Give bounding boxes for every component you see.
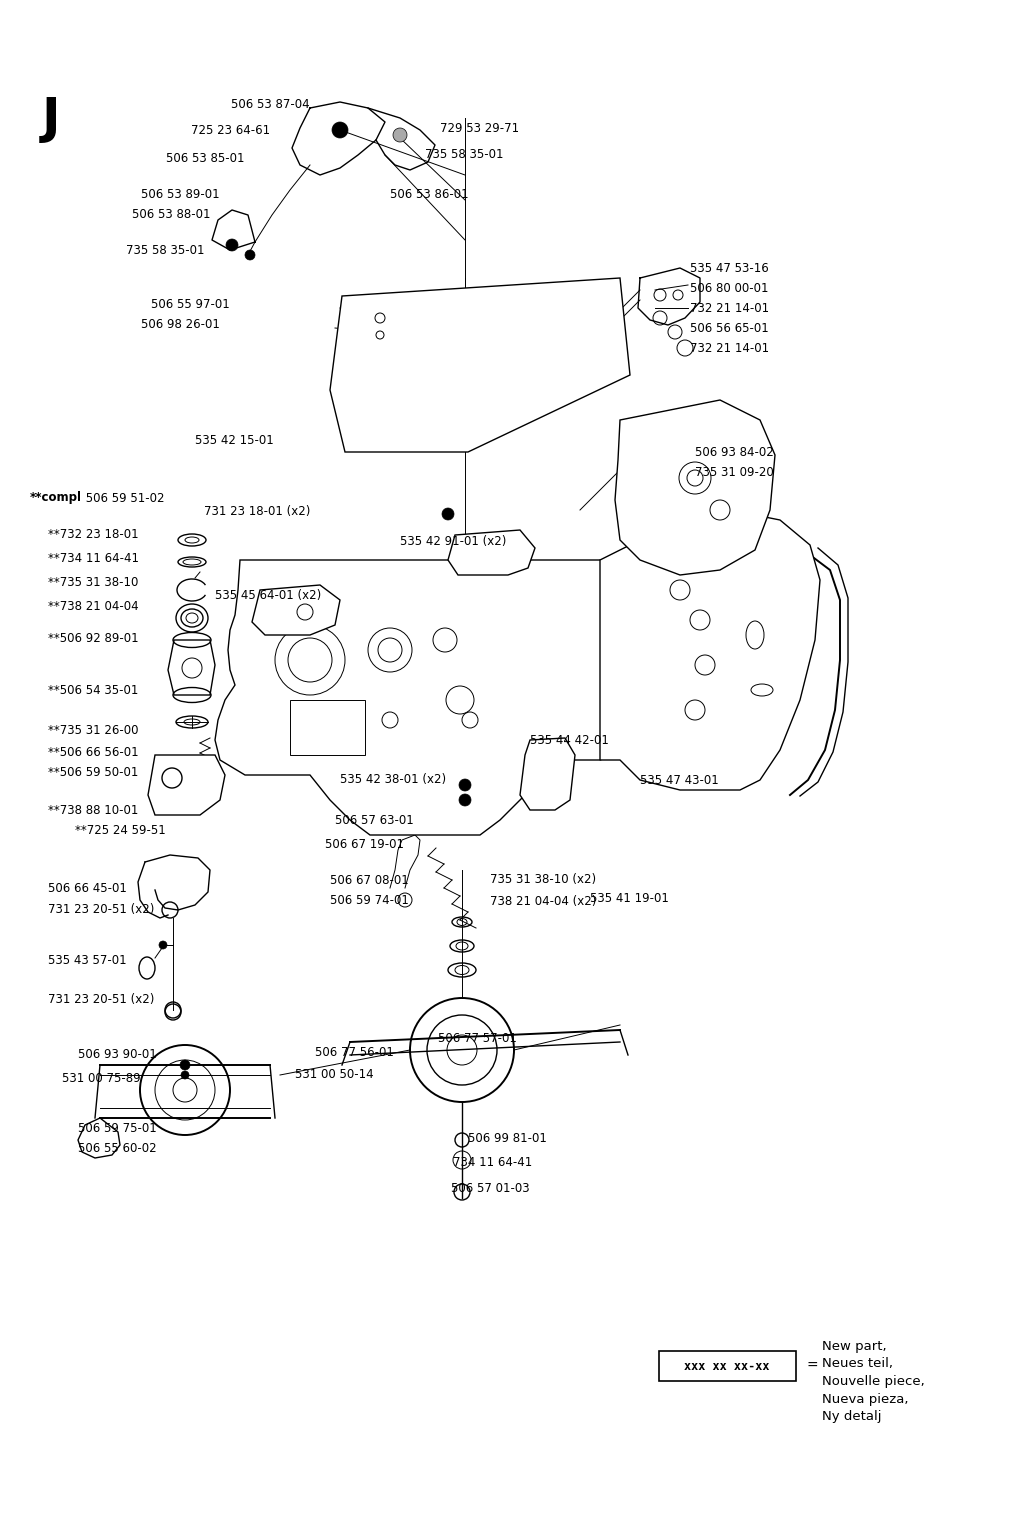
Circle shape: [180, 1061, 190, 1070]
Text: **735 31 38-10: **735 31 38-10: [48, 576, 138, 588]
Text: =: =: [807, 1358, 818, 1372]
Text: 506 53 86-01: 506 53 86-01: [390, 189, 469, 201]
Text: 506 59 51-02: 506 59 51-02: [82, 491, 165, 505]
Text: 535 44 42-01: 535 44 42-01: [530, 734, 609, 746]
Text: 506 57 01-03: 506 57 01-03: [451, 1182, 529, 1194]
Text: 506 56 65-01: 506 56 65-01: [690, 321, 769, 335]
Text: 735 58 35-01: 735 58 35-01: [425, 149, 504, 161]
Text: 735 58 35-01: 735 58 35-01: [127, 244, 205, 256]
Text: **compl: **compl: [30, 491, 82, 505]
Text: 735 31 09-20: 735 31 09-20: [695, 467, 774, 479]
Text: 506 99 81-01: 506 99 81-01: [468, 1131, 547, 1145]
Text: 535 43 57-01: 535 43 57-01: [48, 953, 127, 967]
Text: **506 66 56-01: **506 66 56-01: [48, 746, 138, 758]
Text: **738 21 04-04: **738 21 04-04: [48, 600, 138, 612]
Text: 506 55 60-02: 506 55 60-02: [78, 1142, 157, 1154]
Text: 506 53 89-01: 506 53 89-01: [141, 189, 220, 201]
Circle shape: [459, 778, 471, 791]
Text: 506 59 74-01: 506 59 74-01: [330, 893, 409, 907]
Text: 506 59 75-01: 506 59 75-01: [78, 1122, 157, 1134]
Text: 535 42 15-01: 535 42 15-01: [195, 433, 273, 447]
Polygon shape: [252, 585, 340, 635]
Text: 729 53 29-71: 729 53 29-71: [440, 121, 519, 135]
Text: 506 93 90-01: 506 93 90-01: [78, 1048, 157, 1062]
Text: **725 24 59-51: **725 24 59-51: [75, 823, 166, 837]
Text: **734 11 64-41: **734 11 64-41: [48, 551, 139, 565]
Text: 531 00 50-14: 531 00 50-14: [295, 1068, 374, 1082]
Polygon shape: [168, 640, 215, 695]
Text: xxx xx xx-xx: xxx xx xx-xx: [684, 1360, 770, 1372]
Polygon shape: [330, 278, 630, 451]
Text: 732 21 14-01: 732 21 14-01: [690, 341, 769, 355]
Text: 535 47 43-01: 535 47 43-01: [640, 774, 719, 786]
Circle shape: [442, 508, 454, 520]
Text: 731 23 20-51 (x2): 731 23 20-51 (x2): [48, 993, 155, 1007]
Text: **732 23 18-01: **732 23 18-01: [48, 528, 138, 542]
Text: 732 21 14-01: 732 21 14-01: [690, 301, 769, 315]
Circle shape: [181, 1071, 189, 1079]
Text: 506 57 63-01: 506 57 63-01: [335, 814, 414, 826]
Text: New part,
Neues teil,
Nouvelle piece,
Nueva pieza,
Ny detalj: New part, Neues teil, Nouvelle piece, Nu…: [822, 1340, 925, 1423]
Text: **735 31 26-00: **735 31 26-00: [48, 723, 138, 737]
Text: 506 53 85-01: 506 53 85-01: [167, 152, 245, 164]
Polygon shape: [290, 700, 365, 755]
Text: **506 59 50-01: **506 59 50-01: [48, 766, 138, 780]
Text: 535 45 64-01 (x2): 535 45 64-01 (x2): [215, 588, 322, 602]
Text: 735 31 38-10 (x2): 735 31 38-10 (x2): [490, 873, 596, 887]
Text: 731 23 20-51 (x2): 731 23 20-51 (x2): [48, 904, 155, 916]
Circle shape: [159, 941, 167, 949]
Text: 506 77 56-01: 506 77 56-01: [315, 1045, 394, 1059]
Circle shape: [459, 794, 471, 806]
Text: 506 67 08-01: 506 67 08-01: [330, 873, 409, 887]
Circle shape: [332, 121, 348, 138]
Polygon shape: [449, 530, 535, 576]
Text: 731 23 18-01 (x2): 731 23 18-01 (x2): [204, 505, 310, 519]
Text: 535 41 19-01: 535 41 19-01: [590, 892, 669, 904]
Text: 734 11 64-41: 734 11 64-41: [453, 1156, 532, 1170]
Polygon shape: [615, 401, 775, 576]
Text: J: J: [42, 95, 60, 143]
Text: 506 80 00-01: 506 80 00-01: [690, 281, 768, 295]
Text: 535 47 53-16: 535 47 53-16: [690, 261, 769, 275]
Text: 506 55 97-01: 506 55 97-01: [152, 298, 230, 312]
Text: **506 92 89-01: **506 92 89-01: [48, 631, 138, 645]
Text: 535 42 91-01 (x2): 535 42 91-01 (x2): [400, 536, 507, 548]
Polygon shape: [148, 755, 225, 815]
Text: 506 67 19-01: 506 67 19-01: [325, 838, 404, 852]
Text: 531 00 75-89: 531 00 75-89: [62, 1071, 140, 1085]
Text: **506 54 35-01: **506 54 35-01: [48, 683, 138, 697]
Text: 506 53 88-01: 506 53 88-01: [131, 209, 210, 221]
Text: 506 53 87-04: 506 53 87-04: [231, 98, 310, 112]
Text: 506 77 57-01: 506 77 57-01: [438, 1032, 517, 1044]
Polygon shape: [600, 510, 820, 791]
Polygon shape: [215, 560, 680, 835]
Circle shape: [226, 239, 238, 252]
Text: 506 66 45-01: 506 66 45-01: [48, 881, 127, 895]
Circle shape: [245, 250, 255, 259]
Circle shape: [393, 127, 407, 143]
Text: **738 88 10-01: **738 88 10-01: [48, 803, 138, 817]
Text: 725 23 64-61: 725 23 64-61: [190, 123, 270, 137]
Polygon shape: [520, 738, 575, 810]
Text: 535 42 38-01 (x2): 535 42 38-01 (x2): [340, 774, 446, 786]
FancyBboxPatch shape: [659, 1351, 796, 1382]
Text: 506 93 84-02: 506 93 84-02: [695, 447, 774, 459]
Text: 506 98 26-01: 506 98 26-01: [141, 318, 220, 332]
Text: 738 21 04-04 (x2): 738 21 04-04 (x2): [490, 895, 596, 909]
